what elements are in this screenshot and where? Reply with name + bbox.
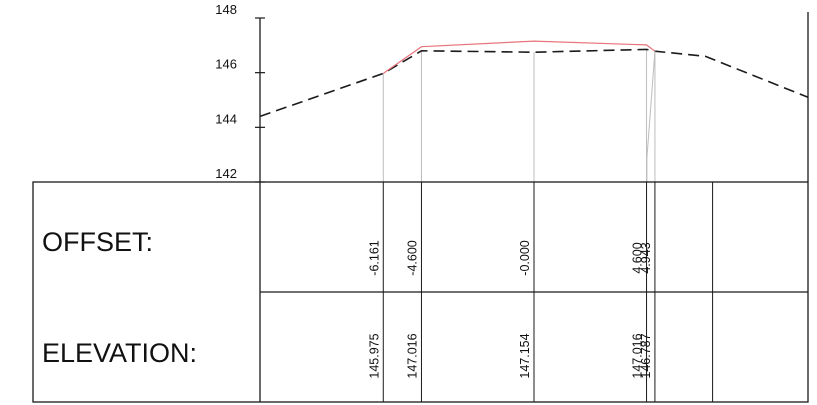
station-lines [382,49,656,182]
elevation-cell: 147.016 [631,333,645,378]
offset-cell: -0.000 [518,240,532,275]
elevation-cell: 145.975 [367,333,381,378]
elevation-cell: 146.787 [639,333,653,378]
side-slope-line [646,51,656,182]
elevation-row-label: ELEVATION: [42,338,197,368]
offset-elevation-table: OFFSET: ELEVATION: -6.161 145.975 -4.600 14… [32,181,809,403]
offset-row-label: OFFSET: [42,227,153,257]
table-cells: -6.161 145.975 -4.600 147.016 -0.000 147.154 4… [367,240,653,378]
profile-plot: 148 146 144 142 [215,2,809,183]
profile-lines [259,40,809,182]
y-tick-label: 146 [215,57,237,72]
offset-cell: 4.600 [631,242,645,273]
table-column-lines [382,182,714,402]
y-tick-label: 148 [215,2,237,17]
offset-cell: -4.600 [406,240,420,275]
y-ticks: 148 146 144 142 [215,2,265,183]
y-tick-label: 144 [215,111,237,126]
y-tick-label: 142 [215,166,237,181]
elevation-cell: 147.154 [518,333,532,378]
elevation-cell: 147.016 [406,333,420,378]
design-surface-line [382,40,656,74]
offset-cell: 4.943 [639,242,653,273]
offset-cell: -6.161 [367,240,381,275]
